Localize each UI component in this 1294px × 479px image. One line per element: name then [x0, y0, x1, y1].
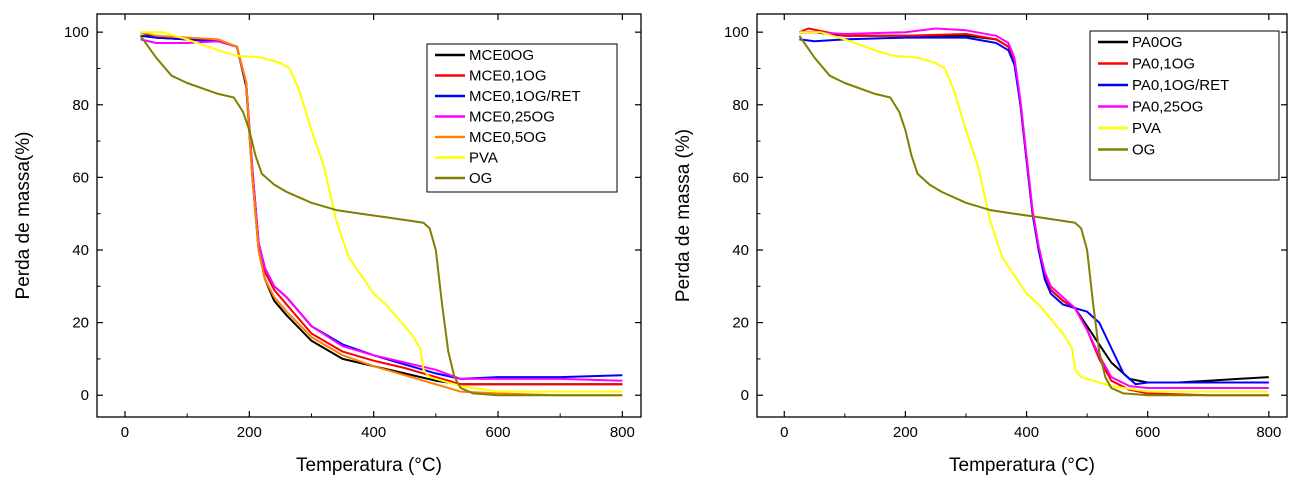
x-tick-label: 200 [893, 424, 918, 441]
plot-frame [96, 13, 642, 418]
y-tick-label: 100 [64, 24, 89, 41]
legend-label: PVA [469, 150, 498, 167]
series-line-pva [799, 31, 1269, 393]
x-tick-label: 800 [610, 424, 635, 441]
series-line-mce0-5og [140, 31, 623, 397]
x-tick-label: 400 [1014, 424, 1039, 441]
legend-label: PVA [1132, 120, 1161, 137]
series-line-pa0-1og-ret [799, 36, 1269, 386]
y-tick-label: 60 [72, 169, 89, 186]
x-tick-label: 400 [361, 424, 386, 441]
x-tick-label: 600 [1135, 424, 1160, 441]
series-line-mce0-25og [140, 38, 623, 382]
tga-chart-pa: 0 200 400 600 800 0 20 40 60 80 100 Temperatura (°C… [673, 13, 1288, 476]
legend-label: MCE0,25OG [469, 109, 555, 126]
legend-label: PA0,1OG [1132, 56, 1195, 73]
legend-box [426, 43, 618, 193]
y-tick-label: 20 [732, 315, 749, 332]
y-tick-label: 80 [732, 97, 749, 114]
series-group [798, 27, 1269, 397]
series-line-og [798, 35, 1269, 397]
x-tick-label: 0 [121, 424, 129, 441]
legend-label: PA0OG [1132, 34, 1183, 51]
legend-label: MCE0OG [469, 47, 534, 64]
legend-label: PA0,1OG/RET [1132, 77, 1229, 94]
y-axis-title: Perda de massa(%) [13, 132, 34, 300]
x-axis-title: Temperatura (°C) [949, 455, 1095, 476]
plot-frame [756, 13, 1288, 418]
y-tick-label: 80 [72, 97, 89, 114]
y-tick-label: 0 [741, 387, 749, 404]
y-tick-label: 40 [732, 242, 749, 259]
legend-label: MCE0,1OG/RET [469, 88, 581, 105]
y-tick-label: 20 [72, 315, 89, 332]
y-tick-label: 60 [732, 169, 749, 186]
x-axis-title: Temperatura (°C) [296, 455, 442, 476]
x-tick-label: 0 [780, 424, 788, 441]
y-tick-label: 100 [724, 24, 749, 41]
legend-label: PA0,25OG [1132, 99, 1203, 116]
y-axis-title: Perda de massa (%) [673, 129, 694, 302]
series-line-pva [140, 31, 623, 393]
series-group [139, 31, 623, 397]
tga-chart-mce: 0 200 400 600 800 0 20 40 60 80 100 Temperatura (°C… [13, 13, 642, 476]
x-tick-label: 800 [1256, 424, 1281, 441]
legend-label: MCE0,5OG [469, 129, 547, 146]
chart-panel-left: 0 200 400 600 800 0 20 40 60 80 100 Temperatura (°C… [13, 13, 642, 476]
series-line-pa0-25og [799, 27, 1269, 389]
chart-panel-right: 0 200 400 600 800 0 20 40 60 80 100 Temperatura (°C… [654, 0, 1294, 479]
legend-label: OG [1132, 142, 1155, 159]
legend-label: OG [469, 170, 492, 187]
y-tick-label: 40 [72, 242, 89, 259]
legend-label: MCE0,1OG [469, 68, 547, 85]
series-line-og [139, 35, 623, 397]
y-tick-label: 0 [81, 387, 89, 404]
x-tick-label: 200 [237, 424, 262, 441]
x-tick-label: 600 [485, 424, 510, 441]
